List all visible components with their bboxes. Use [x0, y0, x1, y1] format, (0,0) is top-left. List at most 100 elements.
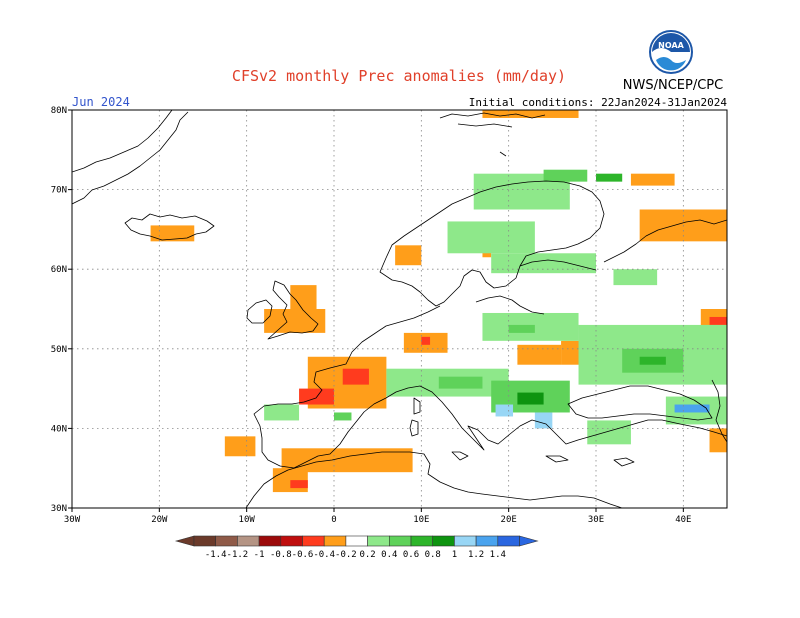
- anomaly-cell: [630, 173, 675, 186]
- colorbar-label: -0.6: [292, 550, 314, 560]
- coastline-islands: [409, 397, 635, 467]
- colorbar-label: 0.8: [425, 550, 441, 560]
- x-tick-label: 20E: [501, 515, 517, 525]
- anomaly-cell: [438, 376, 483, 389]
- colorbar-swatch: [432, 535, 455, 547]
- noaa-logo-text: NOAA: [658, 41, 684, 50]
- coastline-greenland: [72, 110, 189, 205]
- colorbar-swatch: [258, 535, 282, 547]
- initial-conditions: Initial conditions: 22Jan2024-31Jan2024: [469, 96, 728, 109]
- colorbar-label: 0.4: [381, 550, 397, 560]
- colorbar-label: -0.8: [270, 550, 292, 560]
- anomaly-cell: [342, 368, 369, 385]
- map-frame: [71, 109, 728, 509]
- x-tick-label: 20W: [151, 515, 168, 525]
- colorbar-label: 1: [452, 550, 457, 560]
- x-tick-label: 30E: [588, 515, 604, 525]
- y-tick-label: 70N: [51, 186, 67, 196]
- anomaly-cell: [517, 344, 562, 365]
- coastline-ireland: [246, 299, 273, 324]
- x-tick-label: 30W: [64, 515, 81, 525]
- x-tick-label: 10W: [239, 515, 256, 525]
- y-tick-label: 30N: [51, 504, 67, 514]
- coastline-black-sea: [567, 385, 713, 421]
- x-axis-ticks: 30W 20W 10W 0 10E 20E 30E 40E: [64, 508, 691, 525]
- map-plot-area: 30W 20W 10W 0 10E 20E 30E 40E 30N 40N 50N 60N 70N 80…: [51, 106, 728, 525]
- colorbar-swatch: [193, 535, 217, 547]
- anomaly-cell: [508, 324, 535, 333]
- colorbar-label: -1.2: [227, 550, 249, 560]
- y-tick-label: 40N: [51, 424, 67, 434]
- anomaly-cell: [674, 404, 710, 413]
- colorbar-swatch: [410, 535, 434, 547]
- coastlines: [72, 110, 727, 508]
- chart-title: CFSv2 monthly Prec anomalies (mm/day): [232, 67, 566, 85]
- anomaly-cell: [264, 404, 300, 421]
- forecast-month: Jun 2024: [72, 95, 130, 109]
- coastline-baltic-gulf: [475, 259, 597, 315]
- anomaly-cell: [587, 420, 631, 445]
- colorbar-swatch: [497, 535, 520, 547]
- colorbar-swatch: [237, 535, 260, 547]
- x-tick-label: 40E: [675, 515, 691, 525]
- anomaly-cell: [224, 436, 256, 457]
- noaa-logo: NOAA: [649, 30, 693, 74]
- anomaly-cell: [543, 169, 588, 182]
- anomaly-cell: [290, 480, 308, 489]
- colorbar-swatch: [302, 535, 325, 547]
- anomaly-cell: [264, 309, 326, 333]
- anomaly-cell: [482, 110, 579, 118]
- anomaly-cell: [421, 336, 431, 345]
- colorbar-high-arrow: [519, 535, 539, 547]
- colorbar-low-arrow: [174, 535, 195, 547]
- colorbar-swatch: [475, 535, 499, 547]
- colorbar-label: -1.4: [205, 550, 227, 560]
- colorbar-label: -0.4: [313, 550, 335, 560]
- x-tick-label: 0: [331, 515, 336, 525]
- anomaly-layer: [150, 110, 727, 493]
- colorbar-swatch: [280, 535, 303, 547]
- anomaly-cell: [534, 412, 553, 429]
- coastline-caspian: [711, 379, 727, 443]
- coastline-britain: [267, 280, 319, 340]
- anomaly-cell: [709, 316, 727, 325]
- y-tick-label: 50N: [51, 345, 67, 355]
- coastline-scandinavia: [379, 180, 605, 307]
- anomaly-cell: [495, 404, 514, 417]
- anomaly-cell: [517, 392, 544, 405]
- anomaly-cell: [709, 428, 727, 453]
- colorbar-label: 1.4: [490, 550, 506, 560]
- anomaly-cell: [334, 412, 352, 421]
- coastline-mainland: [253, 219, 727, 469]
- y-axis-ticks: 30N 40N 50N 60N 70N 80N: [51, 106, 72, 514]
- colorbar-label: -1: [254, 550, 265, 560]
- anomaly-cell: [613, 269, 658, 286]
- y-tick-label: 80N: [51, 106, 67, 116]
- colorbar-swatch: [388, 535, 412, 547]
- colorbar-swatch: [215, 535, 238, 547]
- anomaly-cell: [150, 225, 195, 242]
- colorbar-label: 0.6: [403, 550, 419, 560]
- colorbar-label: 1.2: [468, 550, 484, 560]
- anomaly-cell: [290, 285, 317, 309]
- colorbar-swatch: [454, 535, 477, 547]
- anomaly-cell: [395, 245, 422, 266]
- coastline-iceland: [124, 213, 215, 241]
- anomaly-cell: [447, 221, 535, 254]
- colorbar-label: -0.2: [335, 550, 357, 560]
- agency-label: NWS/NCEP/CPC: [623, 78, 723, 93]
- x-tick-label: 10E: [413, 515, 429, 525]
- anomaly-cell: [491, 253, 596, 274]
- colorbar-label: 0.2: [359, 550, 375, 560]
- colorbar: -1.4 -1.2 -1 -0.8 -0.6 -0.4 -0.2 0.2 0.4 0.6 0.8 1 1…: [174, 535, 539, 560]
- anomaly-cell: [639, 356, 666, 365]
- anomaly-cell: [596, 173, 623, 182]
- y-tick-label: 60N: [51, 265, 67, 275]
- colorbar-swatch: [345, 535, 368, 547]
- coastline-svalbard: [439, 112, 546, 157]
- colorbar-swatch: [367, 535, 390, 547]
- colorbar-swatch: [323, 535, 347, 547]
- anomaly-cell: [281, 448, 413, 473]
- coastline-north-africa: [245, 451, 623, 508]
